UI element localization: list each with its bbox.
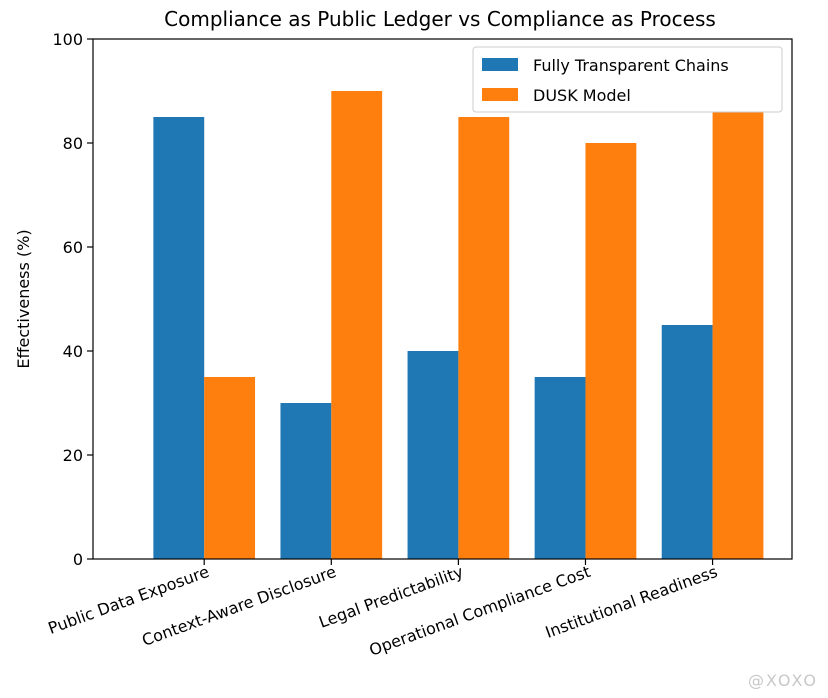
bar-fully-transparent-chains-operational-compliance-cost [534, 377, 586, 559]
watermark: @XOXO [748, 671, 818, 690]
y-axis-label: Effectiveness (%) [14, 229, 33, 368]
y-tick-label-20: 20 [63, 446, 83, 465]
legend: Fully Transparent Chains DUSK Model [472, 46, 783, 113]
x-tick-label-operational-compliance-cost: Operational Compliance Cost [367, 562, 593, 660]
bar-fully-transparent-chains-context-aware-disclosure [280, 403, 332, 559]
bar-dusk-model-context-aware-disclosure [331, 91, 383, 559]
y-tick-label-60: 60 [63, 238, 83, 257]
bar-fully-transparent-chains-public-data-exposure [153, 117, 205, 559]
bar-dusk-model-institutional-readiness [712, 101, 764, 560]
legend-swatch-fully-transparent-chains [482, 58, 518, 71]
plot-area: 0 20 40 60 80 100 Public Data ExposureContext… [46, 30, 793, 660]
bar-fully-transparent-chains-institutional-readiness [661, 325, 713, 559]
bar-dusk-model-legal-predictability [458, 117, 510, 559]
bar-dusk-model-operational-compliance-cost [585, 143, 637, 559]
bar-dusk-model-public-data-exposure [204, 377, 256, 559]
y-tick-label-0: 0 [73, 550, 83, 569]
y-axis-ticks: 0 20 40 60 80 100 [52, 30, 93, 569]
chart-title: Compliance as Public Ledger vs Complianc… [164, 7, 716, 31]
legend-label-dusk-model: DUSK Model [533, 86, 631, 105]
bars-layer [153, 91, 764, 560]
y-tick-label-40: 40 [63, 342, 83, 361]
axes-frame [92, 38, 793, 560]
legend-box [472, 46, 783, 113]
y-tick-label-80: 80 [63, 134, 83, 153]
y-tick-label-100: 100 [52, 30, 83, 49]
legend-swatch-dusk-model [482, 88, 518, 101]
legend-label-fully-transparent-chains: Fully Transparent Chains [533, 56, 729, 75]
bar-fully-transparent-chains-legal-predictability [407, 351, 459, 559]
